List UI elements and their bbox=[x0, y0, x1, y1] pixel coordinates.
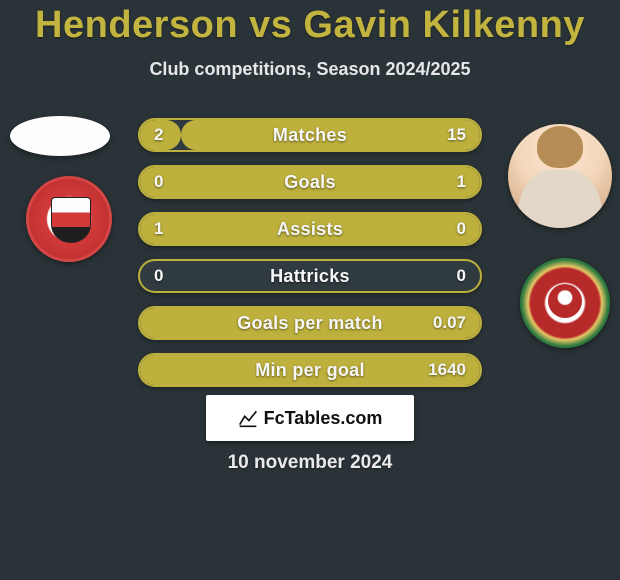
stat-row: 215Matches bbox=[138, 118, 482, 152]
brand-text: FcTables.com bbox=[264, 408, 383, 429]
stat-label: Min per goal bbox=[140, 355, 480, 385]
stat-label: Assists bbox=[140, 214, 480, 244]
stat-label: Matches bbox=[140, 120, 480, 150]
stat-row: 10Assists bbox=[138, 212, 482, 246]
stats-panel: 215Matches 01Goals 10Assists 00Hattricks 0.0… bbox=[138, 118, 482, 400]
chart-icon bbox=[238, 408, 258, 428]
player-left-avatar bbox=[10, 116, 110, 156]
stat-label: Hattricks bbox=[140, 261, 480, 291]
footer-date: 10 november 2024 bbox=[0, 452, 620, 474]
club-left-crest bbox=[26, 176, 112, 262]
stat-row: 01Goals bbox=[138, 165, 482, 199]
brand-badge: FcTables.com bbox=[206, 395, 414, 441]
stat-row: 1640Min per goal bbox=[138, 353, 482, 387]
page-subtitle: Club competitions, Season 2024/2025 bbox=[0, 59, 620, 80]
stat-label: Goals bbox=[140, 167, 480, 197]
club-right-crest bbox=[520, 258, 610, 348]
stat-row: 00Hattricks bbox=[138, 259, 482, 293]
stat-label: Goals per match bbox=[140, 308, 480, 338]
page-title: Henderson vs Gavin Kilkenny bbox=[0, 0, 620, 47]
player-right-avatar bbox=[508, 124, 612, 228]
stat-row: 0.07Goals per match bbox=[138, 306, 482, 340]
